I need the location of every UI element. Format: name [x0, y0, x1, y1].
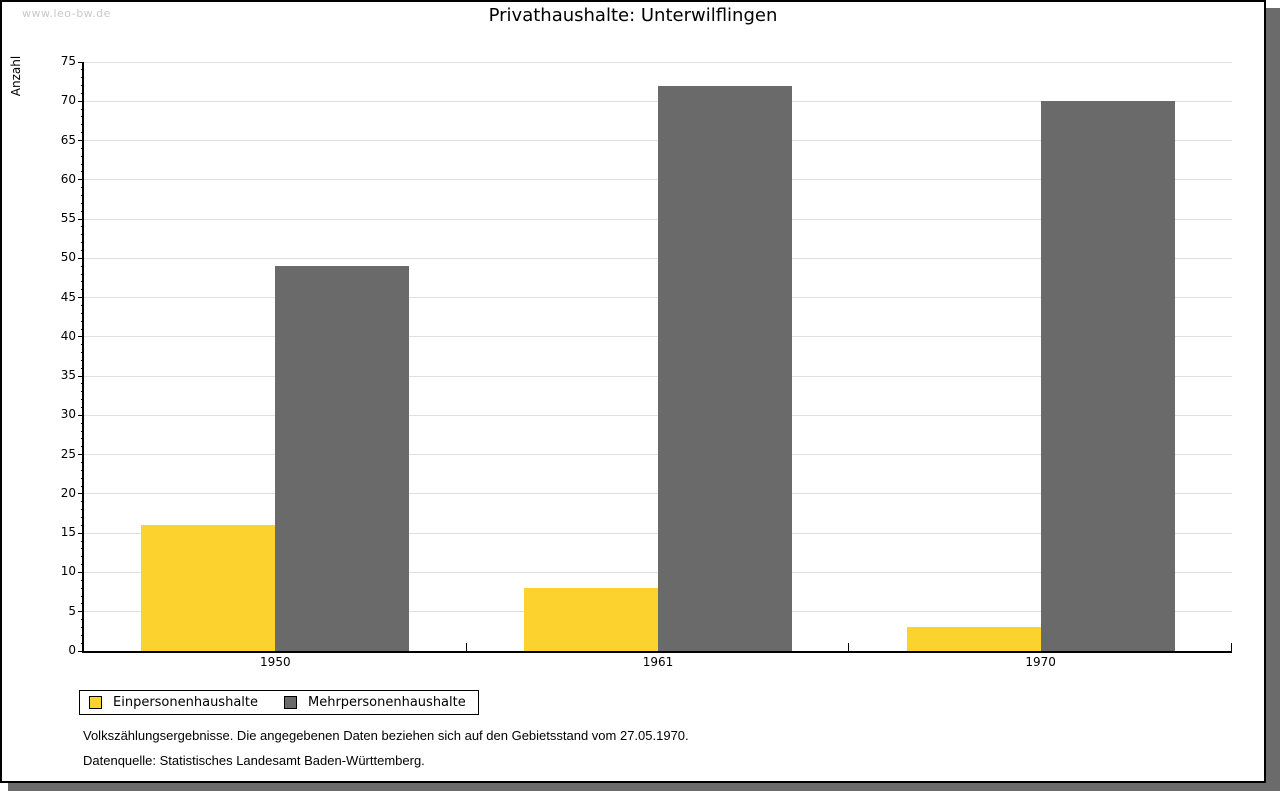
y-tick-label: 70	[60, 93, 76, 108]
y-major-tick	[78, 140, 84, 142]
y-major-tick	[78, 336, 84, 338]
x-boundary-tick	[848, 643, 850, 651]
y-tick-label: 40	[60, 328, 76, 343]
y-major-tick	[78, 532, 84, 534]
x-axis-line	[82, 651, 1232, 653]
y-major-tick	[78, 611, 84, 613]
x-tick-label: 1970	[1025, 655, 1056, 669]
y-major-tick	[78, 218, 84, 220]
y-tick-label: 30	[60, 407, 76, 422]
y-tick-label: 35	[60, 368, 76, 383]
y-major-tick	[78, 257, 84, 259]
y-major-tick	[78, 375, 84, 377]
x-tick-label: 1961	[642, 655, 674, 669]
y-tick-label: 15	[60, 525, 76, 540]
y-axis-line	[82, 62, 84, 653]
y-tick-label: 55	[60, 211, 76, 226]
legend: Einpersonenhaushalte Mehrpersonenhaushal…	[79, 690, 479, 715]
bar-1970-mehrpersonenhaushalte	[1040, 101, 1175, 651]
y-major-tick	[78, 100, 84, 102]
y-tick-label: 20	[60, 485, 76, 500]
y-major-tick	[78, 179, 84, 181]
bar-1950-einpersonenhaushalte	[141, 525, 276, 651]
y-major-tick	[78, 61, 84, 63]
legend-swatch-yellow	[89, 696, 102, 709]
y-tick-label: 5	[68, 603, 76, 618]
y-major-tick	[78, 454, 84, 456]
x-tick-label: 1950	[260, 655, 291, 669]
plot-area: 0 5 10 15 20 25 30 35 40 45 50 55 60 65 70 75 1950 1961 19…	[2, 2, 1264, 781]
watermark-text: www.leo-bw.de	[22, 7, 111, 20]
bar-1961-einpersonenhaushalte	[524, 588, 658, 651]
y-tick-label: 45	[60, 289, 76, 304]
y-tick-label: 25	[60, 446, 76, 461]
y-major-tick	[78, 493, 84, 495]
legend-label: Einpersonenhaushalte	[113, 695, 258, 710]
footnote-data-source: Datenquelle: Statistisches Landesamt Bad…	[83, 753, 425, 768]
legend-item-mehrpersonenhaushalte: Mehrpersonenhaushalte	[284, 695, 466, 710]
footnote-census-note: Volkszählungsergebnisse. Die angegebenen…	[83, 728, 689, 743]
bar-1950-mehrpersonenhaushalte	[275, 266, 410, 651]
y-tick-label: 60	[60, 171, 76, 186]
y-tick-label: 50	[60, 250, 76, 265]
gridline	[84, 61, 1232, 63]
y-tick-label: 65	[60, 132, 76, 147]
bar-1970-einpersonenhaushalte	[906, 627, 1041, 651]
y-major-tick	[78, 414, 84, 416]
bar-1961-mehrpersonenhaushalte	[658, 85, 792, 651]
y-major-tick	[78, 650, 84, 652]
x-boundary-tick	[465, 643, 467, 651]
legend-swatch-gray	[284, 696, 297, 709]
y-major-tick	[78, 297, 84, 299]
y-tick-label: 75	[60, 54, 76, 68]
legend-item-einpersonenhaushalte: Einpersonenhaushalte	[89, 695, 258, 710]
chart-frame: www.leo-bw.de Privathaushalte: Unterwilf…	[0, 0, 1266, 783]
chart-title: Privathaushalte: Unterwilflingen	[488, 5, 778, 26]
y-major-tick	[78, 571, 84, 573]
legend-label: Mehrpersonenhaushalte	[308, 695, 466, 710]
x-boundary-tick	[1231, 643, 1232, 651]
y-tick-label: 10	[60, 564, 76, 579]
y-tick-label: 0	[68, 643, 76, 657]
